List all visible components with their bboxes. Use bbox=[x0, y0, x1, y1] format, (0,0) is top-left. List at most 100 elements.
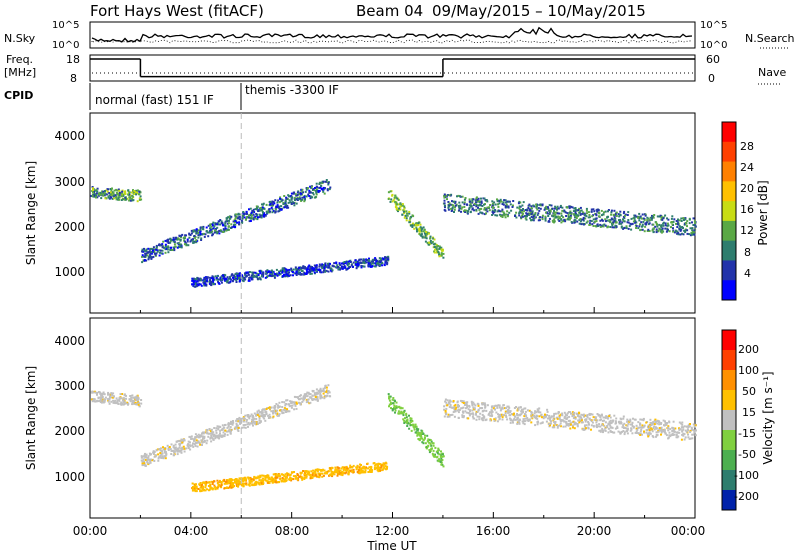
power-point bbox=[112, 195, 114, 197]
power-point bbox=[260, 207, 262, 209]
velocity-point bbox=[229, 480, 231, 482]
power-point bbox=[694, 220, 696, 222]
power-point bbox=[540, 203, 542, 205]
velocity-point bbox=[223, 479, 225, 481]
power-point bbox=[260, 272, 262, 274]
velocity-point bbox=[180, 448, 182, 450]
power-point bbox=[600, 226, 602, 228]
power-point bbox=[298, 198, 300, 200]
velocity-point bbox=[344, 472, 346, 474]
power-point bbox=[139, 199, 141, 201]
power-point bbox=[157, 251, 159, 253]
power-point bbox=[486, 199, 488, 201]
power-point bbox=[197, 237, 199, 239]
velocity-point bbox=[203, 489, 205, 491]
power-point bbox=[297, 194, 299, 196]
velocity-point bbox=[250, 415, 252, 417]
power-point bbox=[529, 213, 531, 215]
power-point bbox=[425, 237, 427, 239]
power-point bbox=[250, 208, 252, 210]
power-point bbox=[605, 211, 607, 213]
velocity-point bbox=[215, 427, 217, 429]
power-point bbox=[518, 215, 520, 217]
velocity-point bbox=[420, 430, 422, 432]
power-point bbox=[611, 219, 613, 221]
power-point bbox=[355, 264, 357, 266]
velocity-point bbox=[212, 437, 214, 439]
power-point bbox=[228, 225, 230, 227]
power-point bbox=[307, 187, 309, 189]
power-point bbox=[638, 225, 640, 227]
velocity-point bbox=[572, 427, 574, 429]
power-point bbox=[483, 209, 485, 211]
power-point bbox=[522, 208, 524, 210]
power-point bbox=[673, 218, 675, 220]
power-point bbox=[246, 217, 248, 219]
velocity-point bbox=[312, 390, 314, 392]
power-point bbox=[388, 198, 390, 200]
velocity-point bbox=[547, 411, 549, 413]
velocity-point bbox=[266, 408, 268, 410]
power-point bbox=[641, 218, 643, 220]
velocity-point bbox=[251, 422, 253, 424]
power-point bbox=[474, 203, 476, 205]
power-point bbox=[98, 192, 100, 194]
power-point bbox=[675, 223, 677, 225]
power-point bbox=[274, 273, 276, 275]
velocity-point bbox=[267, 475, 269, 477]
power-point bbox=[452, 207, 454, 209]
power-point bbox=[177, 237, 179, 239]
power-point bbox=[143, 248, 145, 250]
velocity-point bbox=[268, 417, 270, 419]
velocity-point bbox=[170, 448, 172, 450]
velocity-point bbox=[314, 394, 316, 396]
velocity-point bbox=[431, 447, 433, 449]
velocity-point bbox=[623, 416, 625, 418]
power-point bbox=[441, 250, 443, 252]
power-point bbox=[453, 211, 455, 213]
velocity-point bbox=[237, 486, 239, 488]
power-point bbox=[635, 227, 637, 229]
power-point bbox=[214, 229, 216, 231]
power-point bbox=[542, 204, 544, 206]
power-point bbox=[518, 207, 520, 209]
velocity-point bbox=[202, 482, 204, 484]
power-point bbox=[449, 202, 451, 204]
power-point bbox=[213, 227, 215, 229]
velocity-point bbox=[154, 451, 156, 453]
velocity-point bbox=[440, 450, 442, 452]
power-point bbox=[588, 224, 590, 226]
power-point bbox=[193, 242, 195, 244]
power-point bbox=[438, 255, 440, 257]
velocity-point bbox=[225, 483, 227, 485]
power-point bbox=[148, 258, 150, 260]
power-point bbox=[271, 211, 273, 213]
velocity-point bbox=[124, 394, 126, 396]
velocity-point bbox=[419, 439, 421, 441]
power-point bbox=[512, 206, 514, 208]
velocity-point bbox=[219, 430, 221, 432]
velocity-point bbox=[189, 444, 191, 446]
power-point bbox=[589, 222, 591, 224]
power-point bbox=[213, 283, 215, 285]
velocity-point bbox=[150, 459, 152, 461]
power-point bbox=[152, 250, 154, 252]
power-point bbox=[480, 198, 482, 200]
power-point bbox=[147, 254, 149, 256]
velocity-point bbox=[249, 485, 251, 487]
power-point bbox=[652, 230, 654, 232]
power-colorbar-segment bbox=[722, 181, 736, 201]
power-point bbox=[231, 226, 233, 228]
velocity-point bbox=[181, 441, 183, 443]
power-point bbox=[165, 246, 167, 248]
power-point bbox=[667, 219, 669, 221]
sky-left-tick-bottom: 10^0 bbox=[52, 40, 79, 51]
velocity-point bbox=[195, 445, 197, 447]
power-point bbox=[238, 216, 240, 218]
power-point bbox=[561, 207, 563, 209]
velocity-point bbox=[187, 443, 189, 445]
power-point bbox=[301, 197, 303, 199]
velocity-point bbox=[249, 482, 251, 484]
velocity-point bbox=[170, 453, 172, 455]
